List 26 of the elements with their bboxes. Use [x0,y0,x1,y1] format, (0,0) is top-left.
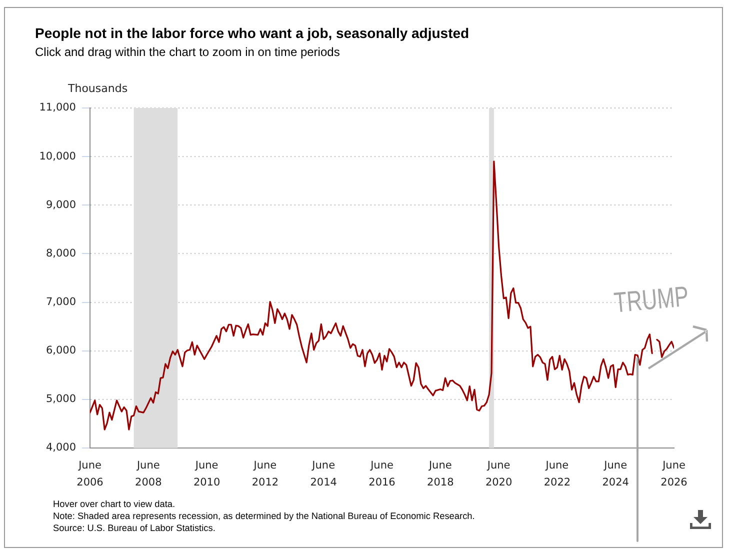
y-tick-label: 8,000 [46,247,76,260]
text: Hover over chart to view data. [53,498,176,510]
x-tick-label: June 2010 [193,459,220,489]
x-tick-label: June 2026 [660,459,688,489]
y-axis-title: Thousands [68,82,128,95]
y-tick-label: 9,000 [46,198,76,211]
y-tick-label: 6,000 [46,344,76,357]
x-tick-label: June 2016 [368,459,396,489]
x-tick-label: June 2006 [76,459,104,489]
x-tick-label: June 2020 [485,459,512,489]
x-tick-label: June 2014 [310,459,338,489]
y-tick-label: 4,000 [46,442,76,454]
ref-line-label: TRUMP [612,280,690,320]
y-tick-label: 7,000 [46,296,76,308]
x-tick-label: June 2012 [252,459,279,489]
x-tick-label: June 2018 [427,459,454,489]
text: Note: Shaded area represents recession, as determined by the National Bureau of Economic Research. [53,510,475,522]
y-tick-label: 10,000 [39,150,76,162]
y-tick-label: 11,000 [39,102,76,114]
x-tick-label: June 2024 [602,459,630,489]
x-tick-label: June 2022 [544,459,571,489]
chart-subtitle: Click and drag within the chart to zoom in on time periods [35,45,340,59]
x-tick-label: June 2008 [135,459,162,489]
source-note: Source: U.S. Bureau of Labor Statistics. [53,522,216,534]
chart-title: People not in the labor force who want a job, seasonally adjusted [35,25,470,41]
y-tick-label: 5,000 [46,393,76,406]
